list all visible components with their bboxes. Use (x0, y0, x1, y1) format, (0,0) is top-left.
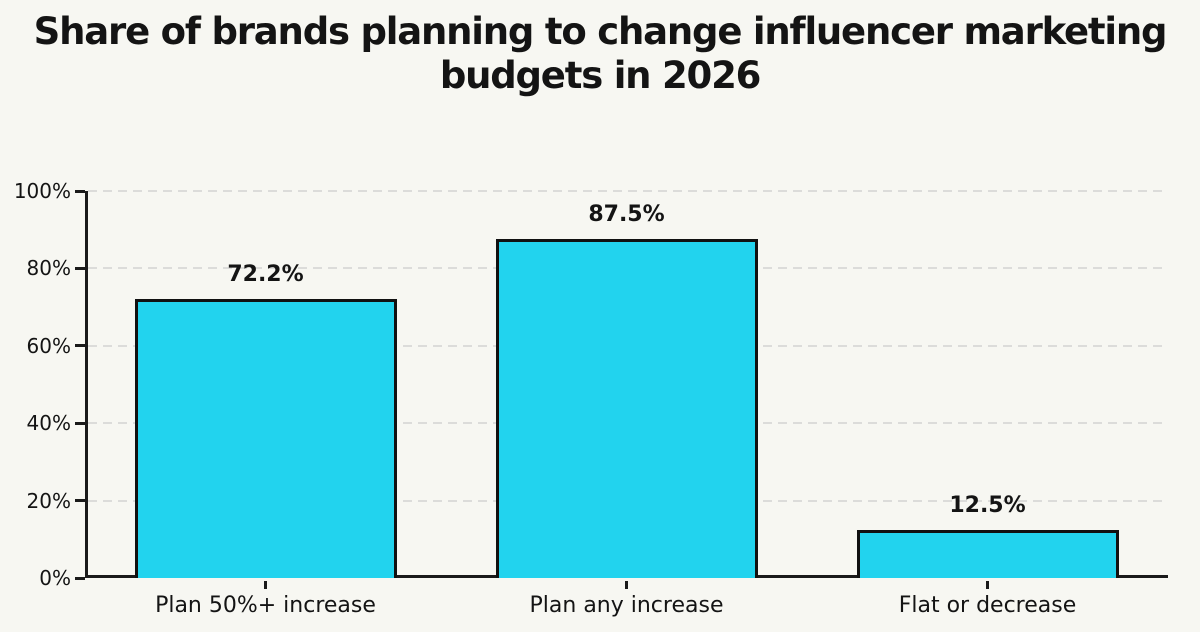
y-tick-label: 100% (13, 179, 71, 203)
x-tick-label: Plan 50%+ increase (155, 593, 376, 618)
chart-title: Share of brands planning to change influ… (0, 10, 1200, 97)
y-tick-label: 0% (39, 566, 71, 590)
chart-title-line-2: budgets in 2026 (439, 53, 762, 97)
x-tick-label: Plan any increase (529, 593, 724, 618)
x-axis-tick (986, 581, 989, 589)
bar-value-label: 12.5% (949, 492, 1026, 518)
x-axis-tick (264, 581, 267, 589)
y-tick-label: 80% (26, 256, 71, 281)
y-axis-tick (75, 344, 85, 348)
bar (134, 298, 397, 578)
x-tick-label: Flat or decrease (898, 593, 1077, 618)
gridline (88, 190, 1168, 192)
y-tick-label: 60% (26, 333, 71, 358)
y-tick-label: 40% (26, 411, 71, 436)
y-tick-label: 20% (26, 488, 71, 513)
chart-title-line-1: Share of brands planning to change influ… (33, 10, 1168, 53)
y-axis-tick (75, 499, 85, 503)
y-axis-tick (75, 266, 85, 270)
bar-value-label: 87.5% (588, 202, 665, 228)
bar (495, 239, 758, 578)
bar-value-label: 72.2% (227, 261, 304, 287)
y-axis-tick (75, 421, 85, 425)
y-axis-tick (75, 189, 85, 193)
x-axis-tick (625, 581, 628, 589)
y-axis-tick (75, 576, 85, 580)
bar (856, 529, 1119, 578)
